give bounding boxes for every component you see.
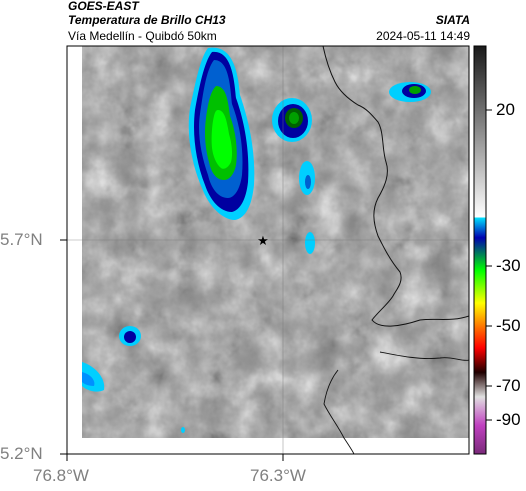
product-title: Temperatura de Brillo CH13 bbox=[68, 13, 226, 27]
cell-small-2 bbox=[305, 232, 315, 254]
brand-label: SIATA bbox=[435, 13, 470, 27]
convective-cell-large bbox=[188, 47, 255, 221]
satellite-title: GOES-EAST bbox=[68, 0, 139, 13]
star-icon: ★ bbox=[257, 233, 269, 248]
colorbar-label-m90: -90 bbox=[496, 410, 521, 429]
lat-label-5.2: 5.2°N bbox=[0, 444, 43, 463]
lat-label-5.7: 5.7°N bbox=[0, 230, 43, 249]
convective-cell-center bbox=[272, 98, 312, 142]
border-line bbox=[322, 46, 469, 327]
colorbar-label-m50: -50 bbox=[496, 316, 521, 335]
colorbar-label-m70: -70 bbox=[496, 376, 521, 395]
convective-cell-ne bbox=[389, 82, 431, 102]
colorbar bbox=[473, 45, 487, 455]
timestamp-label: 2024-05-11 14:49 bbox=[376, 29, 470, 43]
location-label: Vía Medellín - Quibdó 50km bbox=[68, 29, 217, 43]
cell-small-4 bbox=[181, 427, 185, 433]
colorbar-label-20: 20 bbox=[496, 100, 515, 119]
lon-label-76.8: 76.8°W bbox=[33, 466, 89, 485]
lon-label-76.3: 76.3°W bbox=[250, 466, 306, 485]
map-border bbox=[66, 45, 470, 455]
colorbar-label-m30: -30 bbox=[496, 256, 521, 275]
temperature-texture bbox=[82, 46, 469, 438]
